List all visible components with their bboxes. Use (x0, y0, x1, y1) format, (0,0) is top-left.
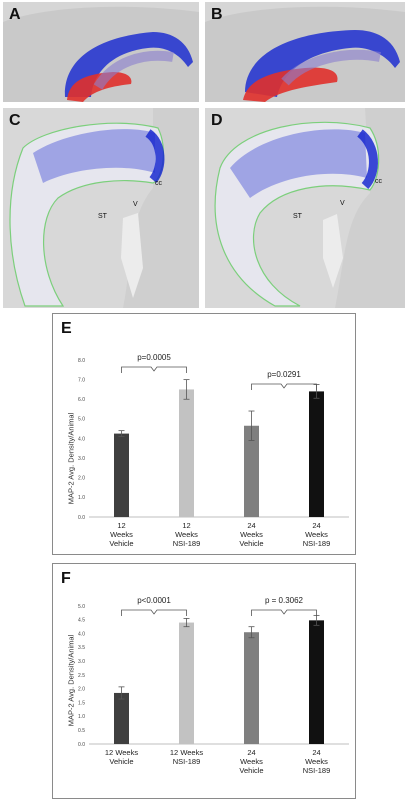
chart-f-ytick-9: 4.5 (78, 618, 85, 624)
panel-a-label: A (9, 6, 21, 23)
chart-f-ytick-1: 0.5 (78, 728, 85, 734)
chart-f-pvalue-0: p<0.0001 (137, 596, 171, 605)
chart-f-category-3-line-1: Weeks (305, 757, 328, 766)
chart-e-category-3-line-0: 24 (312, 521, 320, 530)
chart-f-ytick-6: 3.0 (78, 659, 85, 665)
chart-f-bar-0 (114, 692, 129, 744)
chart-f-ytick-2: 1.0 (78, 714, 85, 720)
chart-e-category-1-line-1: Weeks (175, 530, 198, 539)
chart-e-plot: 0.01.02.03.04.05.06.07.08.012WeeksVehicl… (78, 353, 349, 548)
chart-f-ytick-7: 3.5 (78, 645, 85, 651)
chart-e-category-3-line-2: NSI-189 (303, 539, 331, 548)
panel-d-tissue (205, 108, 405, 308)
chart-f-bar-1 (179, 622, 194, 744)
chart-e-pvalue-0: p=0.0005 (137, 353, 171, 362)
chart-e-category-3-line-1: Weeks (305, 530, 328, 539)
chart-f-ytick-3: 1.5 (78, 700, 85, 706)
chart-e-bar-0 (114, 433, 129, 517)
chart-f-category-3-line-2: NSI-189 (303, 766, 331, 775)
chart-e: E MAP-2 Avg. Density/Animal 0.0 1.0 2.0 3.0… (52, 313, 356, 555)
panel-c-cc-label: cc (155, 180, 162, 187)
chart-e-ytick-2: 2.0 (78, 476, 85, 482)
panel-d-image: D cc ST V (205, 108, 405, 308)
chart-f: F MAP-2 Avg. Density/Animal 0.0 0.5 1.0 1.5… (52, 563, 356, 799)
chart-e-ytick-3: 3.0 (78, 456, 85, 462)
chart-e-category-1-line-0: 12 (182, 521, 190, 530)
chart-f-category-2-line-1: Weeks (240, 757, 263, 766)
chart-e-category-0-line-2: Vehicle (109, 539, 133, 548)
chart-e-bar-2 (244, 425, 259, 517)
chart-f-bracket-1 (251, 609, 317, 616)
chart-f-category-2-line-2: Vehicle (239, 766, 263, 775)
chart-e-bar-1 (179, 389, 194, 517)
chart-e-category-0-line-1: Weeks (110, 530, 133, 539)
chart-e-ytick-7: 7.0 (78, 377, 85, 383)
chart-e-label: E (61, 320, 72, 337)
chart-e-ytick-6: 6.0 (78, 397, 85, 403)
chart-e-category-2-line-0: 24 (247, 521, 255, 530)
panel-d-label: D (211, 112, 223, 129)
chart-f-bar-3 (309, 620, 324, 744)
chart-e-category-2-line-1: Weeks (240, 530, 263, 539)
panel-a-image: A (3, 2, 199, 102)
panel-d-v-label: V (340, 200, 345, 207)
chart-f-bracket-0 (121, 609, 187, 616)
chart-e-bracket-0 (121, 366, 187, 373)
chart-e-ytick-1: 1.0 (78, 495, 85, 501)
panel-d-cc-label: cc (375, 178, 382, 185)
chart-e-bar-3 (309, 391, 324, 517)
chart-f-ytick-8: 4.0 (78, 631, 85, 637)
chart-e-bracket-1 (251, 383, 317, 390)
chart-e-pvalue-1: p=0.0291 (267, 370, 301, 379)
chart-f-plot: 0.0 0.5 1.0 1.5 2.0 2.5 3.0 3.5 4.0 4.5 5.0 12 Week… (78, 596, 349, 775)
chart-f-label: F (61, 570, 71, 587)
chart-f-ytick-4: 2.0 (78, 687, 85, 693)
chart-f-category-2-line-0: 24 (247, 748, 255, 757)
chart-f-category-1-line-1: NSI-189 (173, 757, 201, 766)
panel-b-tissue (205, 2, 405, 102)
chart-e-ytick-0: 0.0 (78, 515, 85, 521)
chart-f-ytick-0: 0.0 (78, 742, 85, 748)
panel-c-v-label: V (133, 201, 138, 208)
panel-c-tissue (3, 108, 199, 308)
chart-f-category-3-line-0: 24 (312, 748, 320, 757)
chart-f-bar-2 (244, 632, 259, 744)
chart-f-category-1-line-0: 12 Weeks (170, 748, 203, 757)
chart-e-ytick-5: 5.0 (78, 417, 85, 423)
panel-d-st-label: ST (293, 213, 302, 220)
chart-f-ytick-5: 2.5 (78, 673, 85, 679)
chart-e-category-0-line-0: 12 (117, 521, 125, 530)
panel-a-tissue (3, 2, 199, 102)
panel-b-label: B (211, 6, 223, 23)
panel-c-st-label: ST (98, 213, 107, 220)
panel-b-image: B (205, 2, 405, 102)
chart-f-category-0-line-1: Vehicle (109, 757, 133, 766)
chart-e-ytick-8: 8.0 (78, 358, 85, 364)
panel-c-label: C (9, 112, 21, 129)
chart-f-category-0-line-0: 12 Weeks (105, 748, 138, 757)
chart-e-category-2-line-2: Vehicle (239, 539, 263, 548)
chart-e-ytick-4: 4.0 (78, 436, 85, 442)
chart-e-category-1-line-2: NSI-189 (173, 539, 201, 548)
panel-c-image: C cc ST V (3, 108, 199, 308)
chart-f-pvalue-1: p = 0.3062 (265, 596, 304, 605)
chart-f-ytick-10: 5.0 (78, 604, 85, 610)
